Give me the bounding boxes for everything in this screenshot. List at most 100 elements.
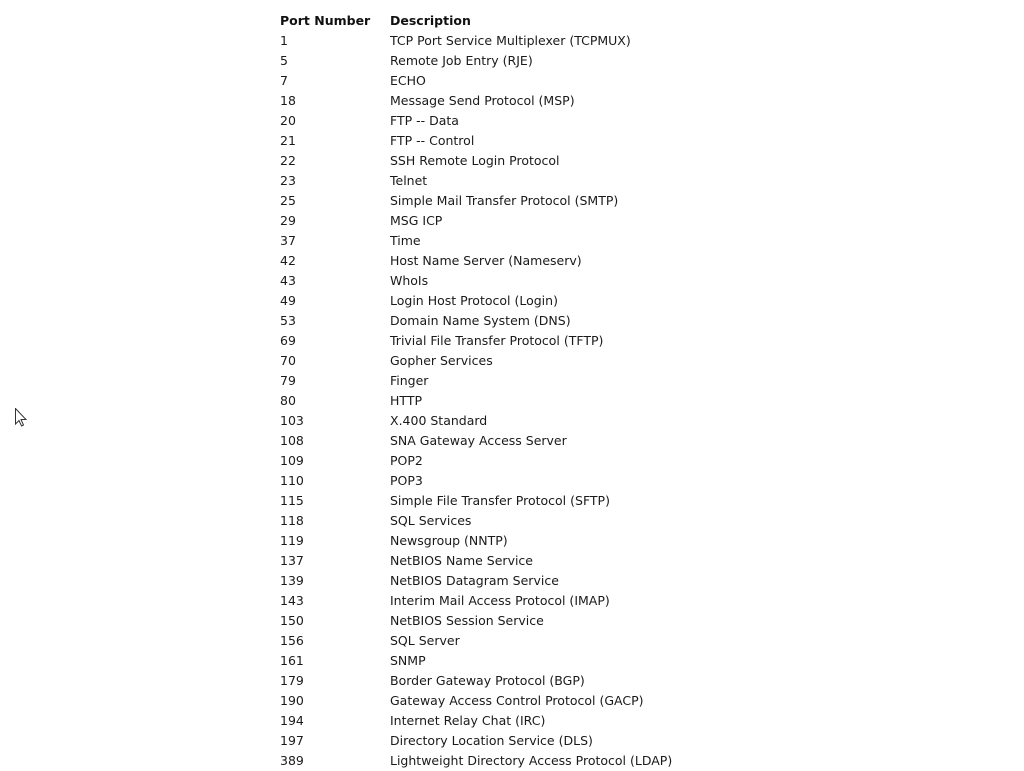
header-description: Description bbox=[390, 13, 471, 28]
description-cell: Message Send Protocol (MSP) bbox=[390, 93, 575, 108]
table-row: 150 NetBIOS Session Service bbox=[280, 611, 672, 631]
table-row: 115 Simple File Transfer Protocol (SFTP) bbox=[280, 491, 672, 511]
table-row: 20 FTP -- Data bbox=[280, 111, 672, 131]
table-row: 108 SNA Gateway Access Server bbox=[280, 431, 672, 451]
table-row: 118 SQL Services bbox=[280, 511, 672, 531]
port-number-cell: 118 bbox=[280, 513, 304, 528]
port-number-cell: 143 bbox=[280, 593, 304, 608]
port-number-cell: 1 bbox=[280, 33, 288, 48]
header-port-number: Port Number bbox=[280, 13, 371, 28]
table-row: 23 Telnet bbox=[280, 171, 672, 191]
table-row: 119 Newsgroup (NNTP) bbox=[280, 531, 672, 551]
table-row: 42 Host Name Server (Nameserv) bbox=[280, 251, 672, 271]
description-cell: Newsgroup (NNTP) bbox=[390, 533, 508, 548]
table-row: 194 Internet Relay Chat (IRC) bbox=[280, 711, 672, 731]
port-number-cell: 109 bbox=[280, 453, 304, 468]
table-row: 5 Remote Job Entry (RJE) bbox=[280, 51, 672, 71]
port-number-cell: 110 bbox=[280, 473, 304, 488]
table-row: 43 WhoIs bbox=[280, 271, 672, 291]
table-row: 110 POP3 bbox=[280, 471, 672, 491]
table-row: 25 Simple Mail Transfer Protocol (SMTP) bbox=[280, 191, 672, 211]
table-row: 389 Lightweight Directory Access Protocol… bbox=[280, 751, 672, 771]
description-cell: SNA Gateway Access Server bbox=[390, 433, 567, 448]
port-number-cell: 69 bbox=[280, 333, 296, 348]
port-number-cell: 161 bbox=[280, 653, 304, 668]
port-number-cell: 139 bbox=[280, 573, 304, 588]
port-number-cell: 18 bbox=[280, 93, 296, 108]
description-cell: Host Name Server (Nameserv) bbox=[390, 253, 582, 268]
table-row: 109 POP2 bbox=[280, 451, 672, 471]
port-number-cell: 179 bbox=[280, 673, 304, 688]
port-number-cell: 70 bbox=[280, 353, 296, 368]
table-row: 18 Message Send Protocol (MSP) bbox=[280, 91, 672, 111]
table-row: 79 Finger bbox=[280, 371, 672, 391]
description-cell: HTTP bbox=[390, 393, 422, 408]
description-cell: SQL Services bbox=[390, 513, 472, 528]
description-cell: SNMP bbox=[390, 653, 426, 668]
description-cell: Domain Name System (DNS) bbox=[390, 313, 571, 328]
mouse-pointer-icon bbox=[15, 408, 27, 427]
table-row: 29 MSG ICP bbox=[280, 211, 672, 231]
port-number-cell: 7 bbox=[280, 73, 288, 88]
port-number-cell: 150 bbox=[280, 613, 304, 628]
port-number-cell: 119 bbox=[280, 533, 304, 548]
port-number-cell: 197 bbox=[280, 733, 304, 748]
description-cell: NetBIOS Name Service bbox=[390, 553, 533, 568]
table-row: 1 TCP Port Service Multiplexer (TCPMUX) bbox=[280, 31, 672, 51]
port-number-cell: 43 bbox=[280, 273, 296, 288]
table-header-row: Port Number Description bbox=[280, 11, 672, 31]
port-number-cell: 190 bbox=[280, 693, 304, 708]
port-number-cell: 5 bbox=[280, 53, 288, 68]
port-number-cell: 194 bbox=[280, 713, 304, 728]
port-number-cell: 49 bbox=[280, 293, 296, 308]
description-cell: Login Host Protocol (Login) bbox=[390, 293, 558, 308]
port-number-cell: 103 bbox=[280, 413, 304, 428]
table-row: 197 Directory Location Service (DLS) bbox=[280, 731, 672, 751]
description-cell: Gopher Services bbox=[390, 353, 493, 368]
table-row: 80 HTTP bbox=[280, 391, 672, 411]
description-cell: FTP -- Data bbox=[390, 113, 459, 128]
description-cell: Telnet bbox=[390, 173, 428, 188]
description-cell: X.400 Standard bbox=[390, 413, 488, 428]
description-cell: Remote Job Entry (RJE) bbox=[390, 53, 533, 68]
table-row: 22 SSH Remote Login Protocol bbox=[280, 151, 672, 171]
table-row: 156 SQL Server bbox=[280, 631, 672, 651]
table-row: 143 Interim Mail Access Protocol (IMAP) bbox=[280, 591, 672, 611]
description-cell: Interim Mail Access Protocol (IMAP) bbox=[390, 593, 610, 608]
description-cell: Lightweight Directory Access Protocol (L… bbox=[390, 753, 673, 768]
description-cell: Time bbox=[390, 233, 421, 248]
description-cell: WhoIs bbox=[390, 273, 429, 288]
port-number-cell: 80 bbox=[280, 393, 296, 408]
table-row: 137 NetBIOS Name Service bbox=[280, 551, 672, 571]
port-number-cell: 156 bbox=[280, 633, 304, 648]
description-cell: Simple Mail Transfer Protocol (SMTP) bbox=[390, 193, 619, 208]
description-cell: POP3 bbox=[390, 473, 423, 488]
table-body: 1 TCP Port Service Multiplexer (TCPMUX) 5 R… bbox=[280, 31, 672, 771]
port-number-cell: 20 bbox=[280, 113, 296, 128]
description-cell: Finger bbox=[390, 373, 429, 388]
description-cell: Directory Location Service (DLS) bbox=[390, 733, 593, 748]
description-cell: NetBIOS Session Service bbox=[390, 613, 544, 628]
table-row: 21 FTP -- Control bbox=[280, 131, 672, 151]
table-row: 49 Login Host Protocol (Login) bbox=[280, 291, 672, 311]
table-row: 139 NetBIOS Datagram Service bbox=[280, 571, 672, 591]
port-number-cell: 42 bbox=[280, 253, 296, 268]
description-cell: ECHO bbox=[390, 73, 426, 88]
description-cell: Gateway Access Control Protocol (GACP) bbox=[390, 693, 644, 708]
table-row: 37 Time bbox=[280, 231, 672, 251]
port-number-cell: 37 bbox=[280, 233, 296, 248]
table-row: 53 Domain Name System (DNS) bbox=[280, 311, 672, 331]
table-row: 190 Gateway Access Control Protocol (GACP… bbox=[280, 691, 672, 711]
table-row: 70 Gopher Services bbox=[280, 351, 672, 371]
port-number-cell: 79 bbox=[280, 373, 296, 388]
port-table: Port Number Description 1 TCP Port Servic… bbox=[280, 11, 672, 771]
description-cell: SQL Server bbox=[390, 633, 460, 648]
table-row: 69 Trivial File Transfer Protocol (TFTP) bbox=[280, 331, 672, 351]
table-row: 7 ECHO bbox=[280, 71, 672, 91]
port-number-cell: 115 bbox=[280, 493, 304, 508]
port-number-cell: 137 bbox=[280, 553, 304, 568]
description-cell: Trivial File Transfer Protocol (TFTP) bbox=[390, 333, 604, 348]
port-number-cell: 53 bbox=[280, 313, 296, 328]
description-cell: Internet Relay Chat (IRC) bbox=[390, 713, 546, 728]
description-cell: FTP -- Control bbox=[390, 133, 475, 148]
